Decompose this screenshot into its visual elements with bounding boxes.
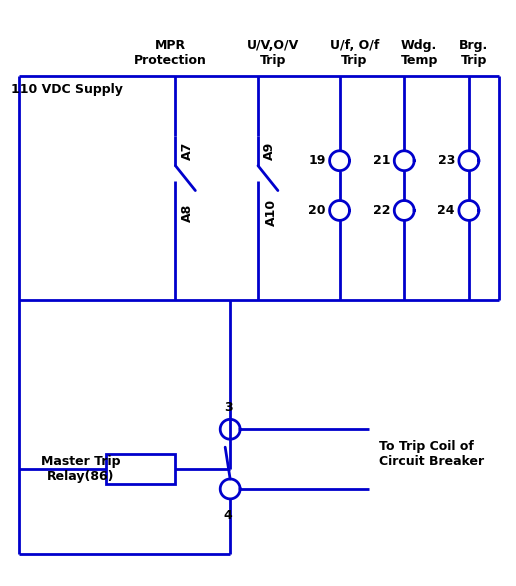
- Text: A10: A10: [265, 199, 279, 226]
- Text: MPR
Protection: MPR Protection: [134, 39, 207, 67]
- Text: Master Trip
Relay(86): Master Trip Relay(86): [41, 455, 121, 483]
- Text: 3: 3: [224, 401, 233, 414]
- Text: Brg.
Trip: Brg. Trip: [459, 39, 489, 67]
- Text: 22: 22: [373, 204, 390, 217]
- Text: U/V,O/V
Trip: U/V,O/V Trip: [247, 39, 299, 67]
- Bar: [106, 454, 175, 484]
- Text: A9: A9: [264, 142, 277, 160]
- Text: A7: A7: [181, 142, 194, 160]
- Text: 24: 24: [438, 204, 455, 217]
- Text: U/f, O/f
Trip: U/f, O/f Trip: [330, 39, 379, 67]
- Text: 110 VDC Supply: 110 VDC Supply: [11, 83, 123, 96]
- Text: Wdg.
Temp: Wdg. Temp: [400, 39, 438, 67]
- Text: 23: 23: [438, 154, 455, 167]
- Text: 4: 4: [224, 509, 233, 522]
- Text: 21: 21: [373, 154, 390, 167]
- Text: To Trip Coil of
Circuit Breaker: To Trip Coil of Circuit Breaker: [379, 440, 485, 468]
- Text: 20: 20: [308, 204, 326, 217]
- Text: A8: A8: [181, 203, 194, 222]
- Text: 19: 19: [308, 154, 326, 167]
